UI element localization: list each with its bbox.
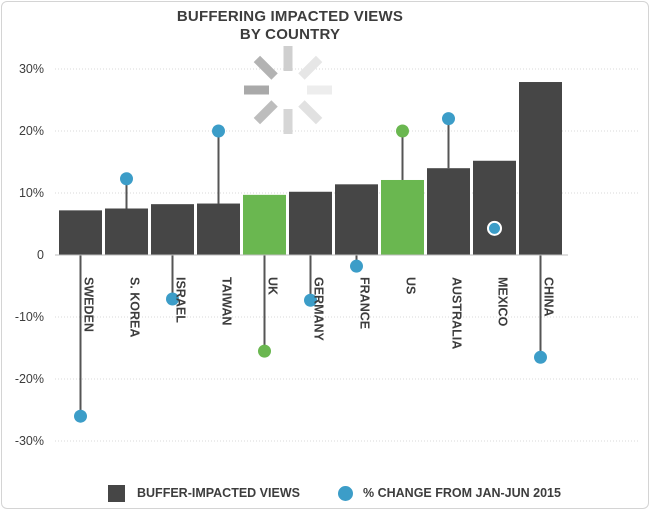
category-label: MEXICO [496, 277, 510, 327]
spinner-segment [283, 109, 293, 134]
bar [427, 168, 470, 255]
change-point [166, 292, 179, 306]
change-point [212, 124, 225, 138]
bar [335, 184, 378, 255]
change-point [487, 220, 502, 236]
chart-title-line2: BY COUNTRY [239, 26, 341, 43]
category-label: AUSTRALIA [450, 277, 464, 349]
change-point [396, 124, 409, 138]
category-label: ISRAEL [174, 277, 188, 323]
legend-item-bars: BUFFER-IMPACTED VIEWS [108, 483, 300, 503]
spinner-segment [253, 100, 278, 125]
bar [105, 208, 148, 255]
bar [473, 160, 516, 255]
bar [197, 203, 240, 255]
change-point [350, 259, 363, 273]
category-label: FRANCE [358, 277, 372, 329]
change-point [442, 112, 455, 126]
spinner-segment [307, 85, 332, 95]
bar [59, 210, 102, 255]
category-label: SWEDEN [82, 277, 96, 332]
category-label: CHINA [542, 277, 556, 317]
category-label: TAIWAN [220, 277, 234, 325]
legend-bar-label: BUFFER-IMPACTED VIEWS [137, 486, 300, 500]
category-label: US [404, 277, 418, 294]
bar [151, 204, 194, 255]
bar [519, 82, 562, 256]
bar [381, 179, 424, 255]
change-point [120, 172, 133, 186]
spinner-segment [298, 55, 323, 80]
legend-point-label: % CHANGE FROM JAN-JUN 2015 [363, 486, 561, 500]
change-point [258, 344, 271, 358]
legend-bar-swatch [108, 484, 125, 502]
category-label: S. KOREA [128, 277, 142, 337]
change-point [74, 409, 87, 423]
category-label: GERMANY [312, 277, 326, 342]
legend-item-points: % CHANGE FROM JAN-JUN 2015 [338, 483, 561, 503]
y-tick-label: 30% [19, 62, 44, 76]
bar [243, 194, 286, 255]
chart-title-line1: BUFFERING IMPACTED VIEWS [176, 8, 404, 25]
category-label: UK [266, 277, 280, 295]
bar [289, 191, 332, 255]
chart-title: BUFFERING IMPACTED VIEWS BY COUNTRY [140, 8, 440, 44]
spinner-segment [283, 46, 293, 71]
y-tick-label: 10% [19, 186, 44, 200]
change-point [534, 350, 547, 364]
y-tick-label: -30% [15, 434, 44, 448]
legend-point-swatch [338, 485, 353, 501]
spinner-segment [298, 100, 323, 125]
spinner-segment [253, 55, 278, 80]
y-tick-label: 20% [19, 124, 44, 138]
loading-spinner-icon [244, 46, 332, 134]
spinner-segment [244, 85, 269, 95]
y-tick-label: 0 [37, 248, 44, 262]
y-tick-label: -10% [15, 310, 44, 324]
y-tick-label: -20% [15, 372, 44, 386]
change-point [304, 293, 317, 307]
